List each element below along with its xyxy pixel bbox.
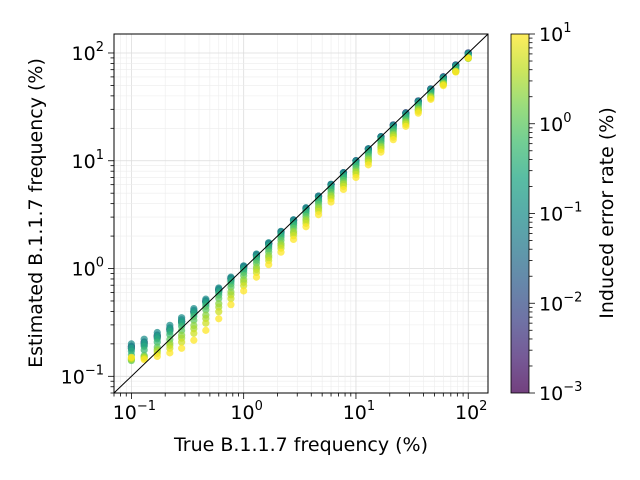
data-point bbox=[202, 306, 210, 314]
data-point bbox=[227, 295, 235, 303]
x-axis-title: True B.1.1.7 frequency (%) bbox=[173, 434, 428, 456]
x-tick-label: 10−1 bbox=[113, 399, 156, 424]
data-point bbox=[215, 315, 223, 323]
data-point bbox=[190, 329, 198, 337]
y-tick-label: 10−1 bbox=[61, 363, 104, 388]
data-point bbox=[252, 273, 261, 281]
colorbar-tick-label: 101 bbox=[539, 21, 571, 46]
colorbar-title: Induced error rate (%) bbox=[596, 107, 618, 319]
data-point bbox=[339, 185, 348, 194]
x-axis-ticks: 10−1 100 101 102 bbox=[113, 393, 487, 424]
data-point bbox=[240, 287, 248, 295]
colorbar-tick-label: 10−1 bbox=[539, 201, 582, 226]
x-tick-label: 102 bbox=[455, 399, 487, 424]
y-tick-label: 102 bbox=[72, 40, 104, 65]
data-point bbox=[314, 211, 323, 219]
data-point bbox=[277, 248, 285, 256]
data-point bbox=[153, 352, 161, 360]
x-tick-label: 100 bbox=[230, 399, 262, 424]
data-point bbox=[352, 173, 360, 182]
data-point bbox=[140, 346, 148, 354]
data-point bbox=[265, 261, 273, 269]
data-point bbox=[414, 109, 422, 117]
data-point bbox=[202, 319, 210, 327]
colorbar-tick-label: 100 bbox=[539, 111, 571, 136]
data-point bbox=[166, 349, 174, 357]
data-point bbox=[178, 338, 186, 346]
data-point bbox=[427, 95, 435, 103]
data-point bbox=[389, 136, 397, 144]
data-points bbox=[127, 49, 472, 365]
data-point bbox=[227, 301, 235, 309]
data-point bbox=[402, 122, 410, 130]
data-point bbox=[127, 353, 135, 361]
y-axis-ticks: 10−1 100 101 102 bbox=[61, 40, 114, 394]
colorbar-tick-label: 10−3 bbox=[539, 380, 582, 405]
data-point bbox=[178, 344, 186, 352]
data-point bbox=[240, 282, 248, 290]
colorbar bbox=[510, 33, 530, 394]
data-point bbox=[140, 355, 148, 364]
data-point bbox=[215, 308, 223, 316]
y-axis-title: Estimated B.1.1.7 frequency (%) bbox=[25, 58, 47, 368]
data-point bbox=[464, 54, 472, 62]
colorbar-tick-label: 10−2 bbox=[539, 290, 582, 315]
data-point bbox=[202, 326, 210, 334]
data-point bbox=[452, 68, 460, 76]
colorbar-ticks: 10−3 10−2 10−1 100 101 bbox=[529, 21, 582, 405]
data-point bbox=[215, 294, 223, 303]
y-tick-label: 101 bbox=[72, 148, 104, 173]
x-tick-label: 101 bbox=[343, 399, 375, 424]
data-point bbox=[364, 161, 372, 169]
identity-reference-line bbox=[114, 34, 488, 393]
data-point bbox=[289, 235, 298, 244]
data-point bbox=[190, 336, 198, 344]
data-point bbox=[439, 82, 447, 90]
plot-frame bbox=[113, 33, 489, 394]
data-point bbox=[377, 148, 385, 156]
data-point bbox=[302, 223, 310, 231]
grid bbox=[113, 34, 488, 394]
y-tick-label: 100 bbox=[72, 256, 104, 281]
data-point bbox=[327, 198, 335, 206]
